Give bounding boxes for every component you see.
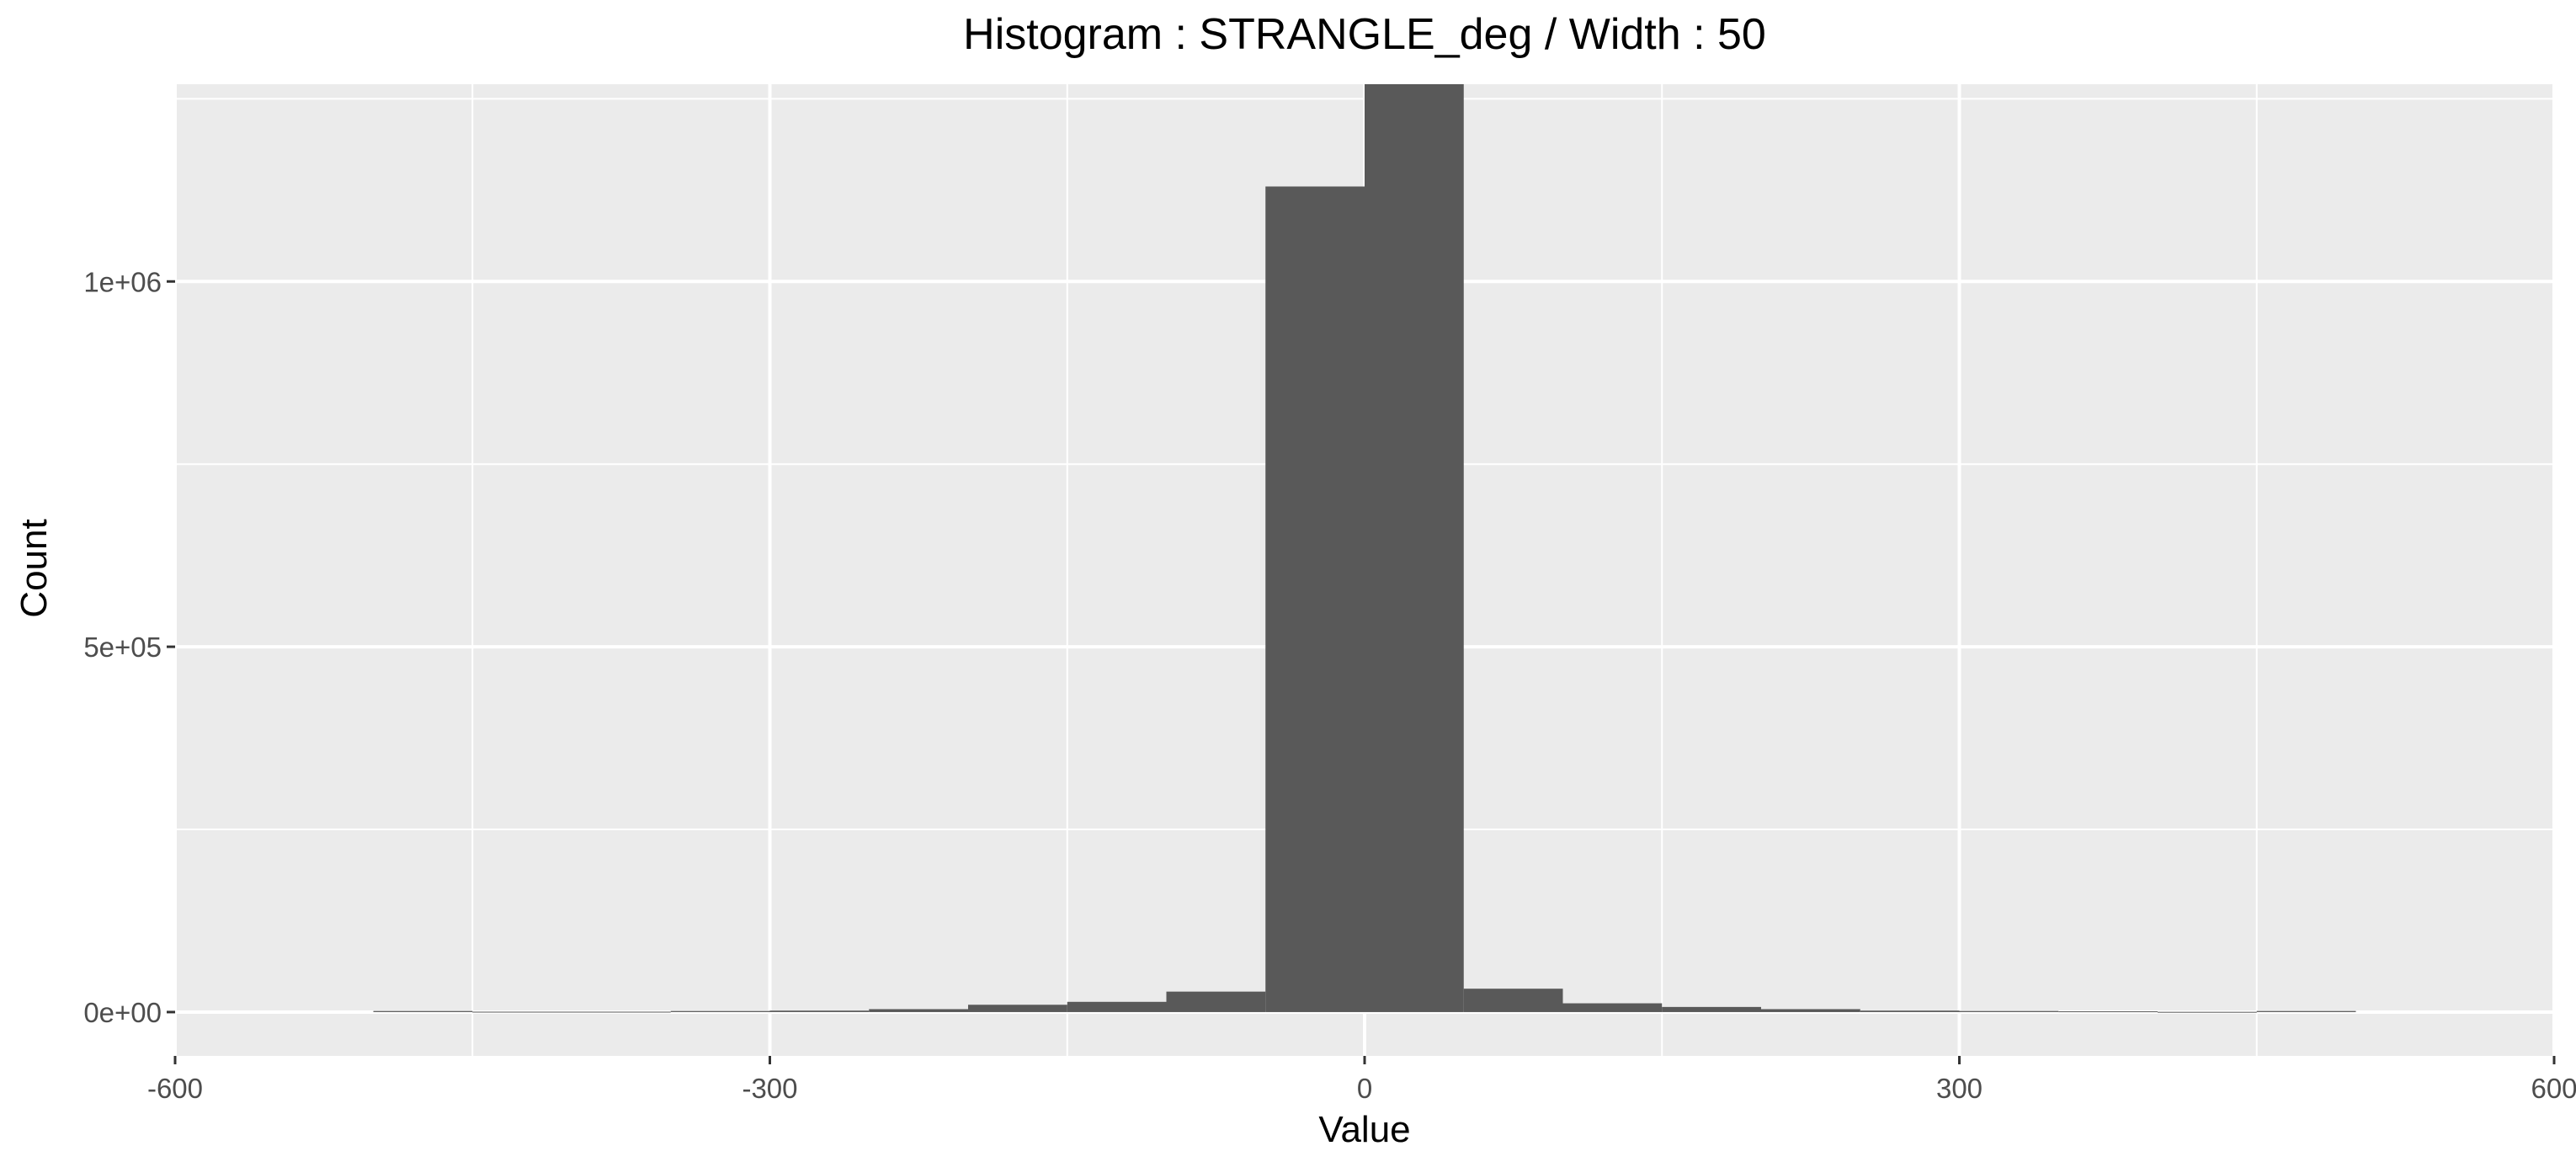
histogram-bars	[373, 84, 2356, 1013]
x-axis: -600 -300 0 300 600	[147, 1056, 2576, 1104]
histogram-bar	[670, 1010, 770, 1012]
x-tick-label: 300	[1936, 1073, 1983, 1104]
histogram-bar	[1662, 1006, 1761, 1012]
histogram-bar	[373, 1010, 473, 1012]
histogram-bar	[1860, 1010, 1960, 1012]
histogram-bar	[1265, 186, 1365, 1012]
y-tick-label: 5e+05	[83, 632, 162, 663]
y-axis: 0e+00 5e+05 1e+06	[83, 266, 175, 1028]
x-tick-label: -300	[742, 1073, 797, 1104]
histogram-bar	[1166, 991, 1266, 1012]
x-tick-label: 600	[2531, 1073, 2576, 1104]
y-tick-label: 1e+06	[83, 266, 162, 297]
x-axis-title: Value	[1318, 1109, 1410, 1150]
histogram-bar	[1959, 1010, 2059, 1012]
histogram-bar	[1365, 84, 1464, 1012]
histogram-bar	[769, 1010, 870, 1012]
x-tick-label: 0	[1357, 1073, 1372, 1104]
y-tick-label: 0e+00	[83, 997, 162, 1028]
histogram-bar	[472, 1011, 572, 1013]
histogram-bar	[968, 1005, 1067, 1012]
histogram-bar	[2158, 1011, 2257, 1013]
histogram-bar	[1562, 1003, 1663, 1012]
chart-title: Histogram : STRANGLE_deg / Width : 50	[963, 10, 1766, 59]
histogram-bar	[2256, 1010, 2356, 1012]
histogram-bar	[1761, 1009, 1860, 1012]
histogram-bar	[869, 1009, 968, 1012]
y-axis-title: Count	[13, 519, 55, 617]
histogram-bar	[2058, 1011, 2158, 1013]
histogram-bar	[1463, 989, 1563, 1012]
histogram-bar	[1067, 1001, 1167, 1012]
histogram-bar	[572, 1011, 671, 1013]
x-tick-label: -600	[147, 1073, 203, 1104]
